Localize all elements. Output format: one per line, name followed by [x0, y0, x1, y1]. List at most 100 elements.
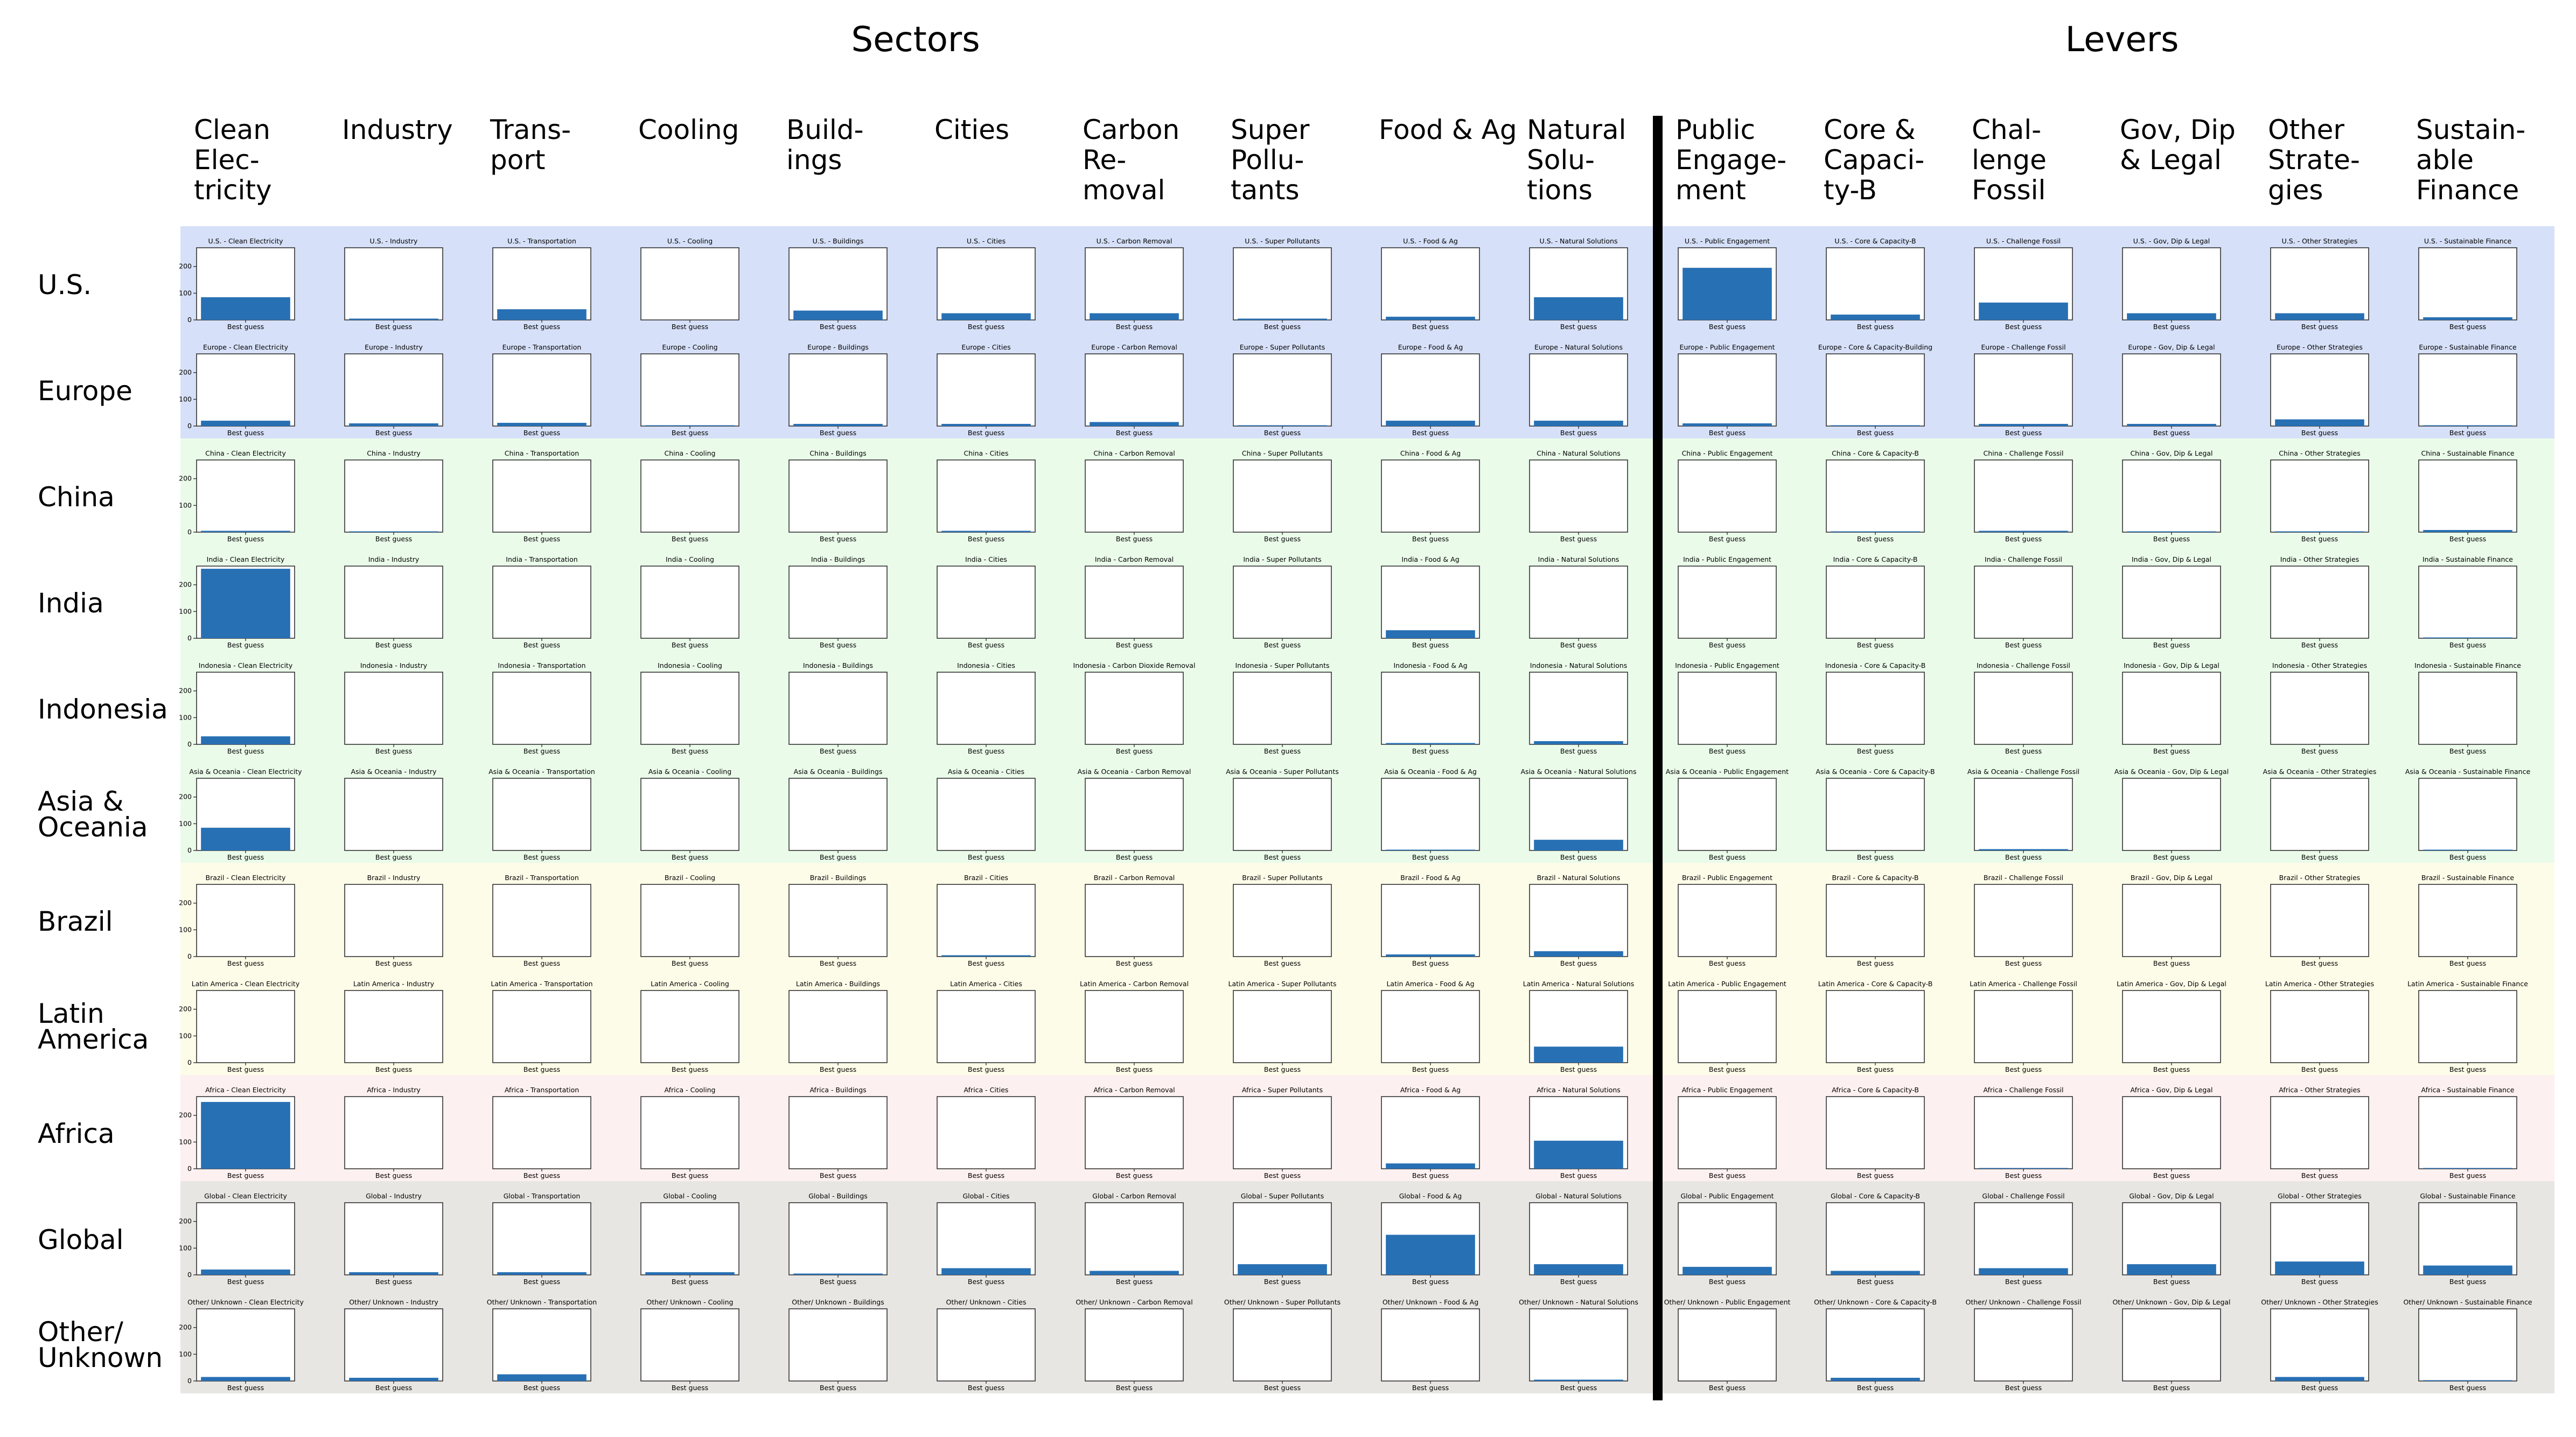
bar [2275, 1261, 2364, 1275]
panel-title: Asia & Oceania - Cooling [648, 768, 731, 776]
x-tick-label: Best guess [2301, 853, 2338, 861]
panel-axes [640, 990, 739, 1063]
panel-title: U.S. - Food & Ag [1403, 237, 1458, 245]
panel-axes [2122, 672, 2221, 745]
panel-title: Global - Challenge Fossil [1982, 1192, 2064, 1200]
x-tick-label: Best guess [2153, 747, 2190, 755]
bar [2423, 1265, 2512, 1275]
x-tick-label: Best guess [2005, 1171, 2042, 1180]
x-tick-label: Best guess [2005, 641, 2042, 649]
panel-title: Other/ Unknown - Super Pollutants [1224, 1298, 1341, 1306]
panel-title: Africa - Cooling [665, 1086, 716, 1094]
bar [201, 1377, 290, 1381]
panel-axes [1529, 778, 1628, 851]
panel-axes [640, 459, 739, 533]
panel-global-challenge-fossil: Global - Challenge Fossil Best guess [1974, 1192, 2073, 1286]
bar [201, 297, 290, 320]
panel-title: Other/ Unknown - Public Engagement [1664, 1298, 1791, 1306]
bar [349, 1272, 438, 1275]
x-tick-label: Best guess [2301, 747, 2338, 755]
bar [201, 1269, 290, 1275]
panel-brazil-food-ag: Brazil - Food & Ag Best guess [1381, 874, 1480, 967]
bar [2423, 1168, 2512, 1169]
bar [1386, 1163, 1475, 1169]
panel-title: Latin America - Industry [353, 980, 435, 988]
panel-india-food-ag: India - Food & Ag Best guess [1381, 555, 1480, 649]
x-tick-label: Best guess [2301, 1171, 2338, 1180]
panel-title: Latin America - Clean Electricity [192, 980, 300, 988]
panel-africa-other-strategies: Africa - Other Strategies Best guess [2270, 1086, 2369, 1180]
panel-india-carbon-removal: India - Carbon Removal Best guess [1085, 555, 1184, 649]
panel-title: Latin America - Natural Solutions [1523, 980, 1634, 988]
panel-latin-america-challenge-fossil: Latin America - Challenge Fossil Best gue… [1970, 980, 2077, 1073]
panel-axes [2418, 884, 2517, 957]
panel-axes [1974, 1308, 2073, 1382]
panel-global-sustainable-finance: Global - Sustainable Finance Best guess [2418, 1192, 2517, 1286]
panel-europe-super-pollutants: Europe - Super Pollutants Best guess [1233, 343, 1332, 437]
bar [1831, 1271, 1920, 1275]
x-tick-label: Best guess [2005, 747, 2042, 755]
x-tick-label: Best guess [1857, 1278, 1894, 1286]
panel-asia-oceania-other-strategies: Asia & Oceania - Other Strategies Best gu… [2263, 768, 2377, 861]
panel-axes [1826, 1308, 1925, 1382]
x-tick-label: Best guess [1857, 853, 1894, 861]
panel-axes [196, 990, 295, 1063]
panel-title: Indonesia - Challenge Fossil [1977, 661, 2070, 669]
bar [941, 531, 1031, 532]
x-tick-label: Best guess [1709, 641, 1746, 649]
panel-title: Latin America - Core & Capacity-B [1818, 980, 1933, 988]
panel-global-transportation: Global - Transportation Best guess [492, 1192, 591, 1286]
panel-title: Africa - Food & Ag [1400, 1086, 1461, 1094]
x-tick-label: Best guess [2449, 641, 2486, 649]
bar [1979, 531, 2068, 532]
panel-title: India - Carbon Removal [1095, 555, 1174, 563]
panel-title: India - Industry [368, 555, 420, 563]
x-tick-label: Best guess [820, 1065, 856, 1073]
panel-other-unknown-food-ag: Other/ Unknown - Food & Ag Best guess [1381, 1298, 1480, 1392]
panel-title: U.S. - Other Strategies [2282, 237, 2358, 245]
x-tick-label: Best guess [2005, 1384, 2042, 1392]
panel-axes [1678, 672, 1777, 745]
panel-axes [937, 672, 1036, 745]
panel-africa-challenge-fossil: Africa - Challenge Fossil Best guess [1974, 1086, 2073, 1180]
panel-title: Latin America - Cooling [651, 980, 729, 988]
bar [2127, 313, 2216, 320]
x-tick-label: Best guess [2005, 429, 2042, 437]
bar [2127, 1264, 2216, 1275]
panel-axes [2418, 459, 2517, 533]
panel-china-challenge-fossil: China - Challenge Fossil Best guess [1974, 449, 2073, 543]
panel-axes [640, 353, 739, 427]
panel-axes [1826, 884, 1925, 957]
panel-title: Indonesia - Other Strategies [2272, 661, 2367, 669]
panel-asia-oceania-super-pollutants: Asia & Oceania - Super Pollutants Best gu… [1226, 768, 1339, 861]
x-tick-label: Best guess [375, 1171, 412, 1180]
panel-axes [2270, 672, 2369, 745]
panel-europe-cooling: Europe - Cooling Best guess [640, 343, 739, 437]
panel-title: China - Sustainable Finance [2421, 449, 2514, 457]
panel-axes [640, 566, 739, 639]
panel-title: Europe - Cities [961, 343, 1010, 351]
panel-axes [640, 778, 739, 851]
panel-title: U.S. - Clean Electricity [208, 237, 283, 245]
panel-brazil-super-pollutants: Brazil - Super Pollutants Best guess [1233, 874, 1332, 967]
panel-china-cooling: China - Cooling Best guess [640, 449, 739, 543]
panel-title: U.S. - Industry [370, 237, 418, 245]
x-tick-label: Best guess [1857, 1384, 1894, 1392]
panel-title: Global - Natural Solutions [1535, 1192, 1622, 1200]
panel-asia-oceania-industry: Asia & Oceania - Industry Best guess [344, 768, 443, 861]
panel-asia-oceania-challenge-fossil: Asia & Oceania - Challenge Fossil Best gu… [1967, 768, 2079, 861]
x-tick-label: Best guess [523, 641, 560, 649]
panel-asia-oceania-buildings: Asia & Oceania - Buildings Best guess [788, 768, 888, 861]
y-tick-label: 100 [179, 1138, 192, 1146]
panel-title: India - Food & Ag [1401, 555, 1459, 563]
x-tick-label: Best guess [2301, 1278, 2338, 1286]
panel-axes [788, 459, 888, 533]
panel-latin-america-buildings: Latin America - Buildings Best guess [788, 980, 888, 1073]
y-tick-label: 200 [179, 262, 192, 270]
bar [1090, 422, 1179, 426]
x-tick-label: Best guess [523, 747, 560, 755]
x-tick-label: Best guess [227, 429, 264, 437]
panel-axes [937, 778, 1036, 851]
x-tick-label: Best guess [1116, 1278, 1153, 1286]
